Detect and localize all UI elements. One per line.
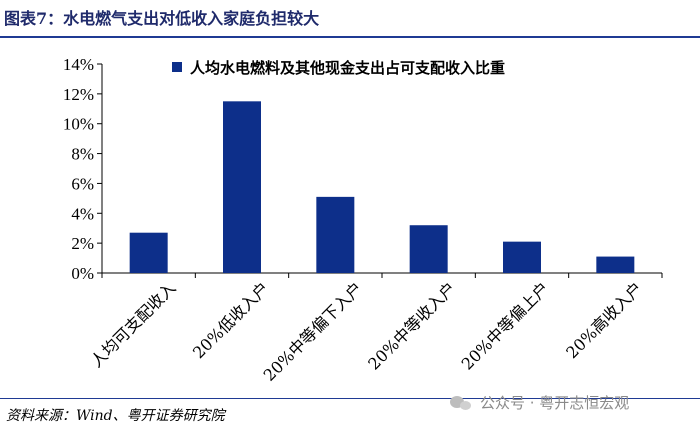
bar [129, 232, 168, 273]
bar [223, 101, 261, 273]
source-note: 资料来源：Wind、粤开证券研究院 [6, 408, 225, 424]
x-tick-label: 20%中等偏上户 [458, 278, 553, 373]
x-tick-label: 人均可支配收入 [87, 278, 180, 371]
x-tick-label: 20%高收入户 [562, 278, 646, 362]
bar [596, 256, 635, 273]
wechat-icon [450, 394, 472, 412]
bar-chart: 0% 2% 4% 6% 8% 10% 12% 14% 人均可支配收入 20%低收入户20%中等偏下… [63, 55, 663, 385]
bar [316, 196, 355, 273]
x-tick-label: 20%中等偏下入户 [260, 278, 366, 384]
y-tick-label: 10% [63, 115, 94, 134]
bar [409, 225, 448, 273]
bar [503, 241, 541, 273]
legend-swatch [172, 62, 182, 72]
x-tick-label: 20%中等收入户 [364, 278, 459, 373]
watermark: 公众号 · 粤开志恒宏观 [450, 392, 629, 413]
legend-label: 人均水电燃料及其他现金支出占可支配收入比重 [190, 59, 505, 77]
y-tick-label: 2% [71, 234, 94, 253]
figure-title: 水电燃气支出对低收入家庭负担较大 [63, 9, 320, 28]
figure-label: 图表7： [4, 9, 64, 28]
y-tick-label: 12% [63, 85, 94, 104]
y-tick-label: 4% [71, 204, 94, 223]
y-tick-label: 0% [71, 264, 94, 283]
watermark-text: 公众号 · 粤开志恒宏观 [480, 394, 630, 412]
figure-header: 图表7： 水电燃气支出对低收入家庭负担较大 [0, 0, 700, 34]
x-tick-label: 20%低收入户 [189, 278, 273, 362]
footer-divider [0, 398, 700, 399]
y-tick-label: 8% [71, 145, 94, 164]
title-divider [0, 36, 700, 38]
y-tick-label: 6% [71, 174, 94, 193]
y-tick-label: 14% [63, 55, 94, 74]
